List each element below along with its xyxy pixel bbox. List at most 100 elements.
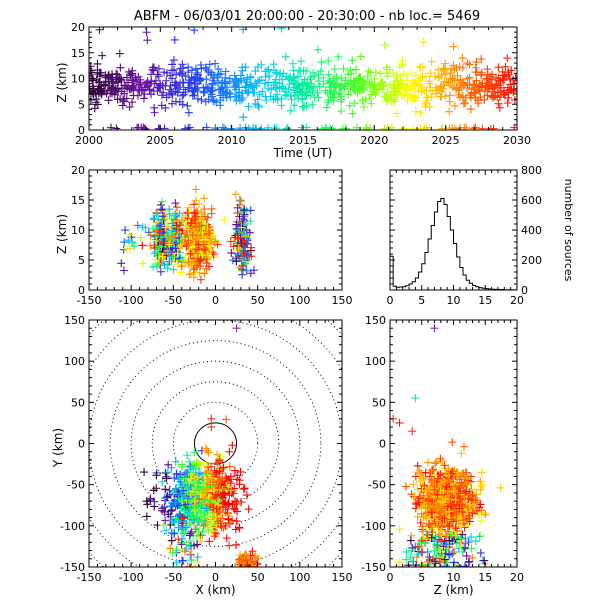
time-height-source xyxy=(387,123,396,130)
x-height-source xyxy=(165,210,174,219)
time-height-points xyxy=(89,27,517,130)
x-height-xtick-label: 150 xyxy=(332,294,353,307)
time-height-source xyxy=(154,72,163,81)
time-height-source xyxy=(424,93,433,102)
time-height-source xyxy=(116,63,125,72)
time-height-source xyxy=(178,60,187,69)
x-height-source xyxy=(125,230,134,239)
time-height-source xyxy=(233,77,242,86)
time-height-source xyxy=(496,87,505,96)
x-height-source xyxy=(227,248,236,257)
time-height-source xyxy=(465,60,474,69)
time-height-source xyxy=(430,72,439,81)
height-y-source xyxy=(413,550,422,559)
time-height-source xyxy=(221,78,230,87)
time-height-source xyxy=(315,82,324,91)
x-height-source xyxy=(180,255,189,264)
time-height-source xyxy=(203,84,212,93)
time-height-source xyxy=(251,99,260,108)
height-y-source xyxy=(423,547,432,556)
height-y-source xyxy=(416,518,425,527)
height-y-source xyxy=(436,508,445,517)
time-height-source xyxy=(161,103,170,112)
time-height-source xyxy=(339,64,348,73)
height-y-source xyxy=(436,470,445,479)
height-y-ytick-label: 100 xyxy=(365,355,386,368)
time-height-source xyxy=(331,88,340,97)
plan-view-source xyxy=(218,503,227,512)
x-height-source xyxy=(246,206,255,215)
x-height-source xyxy=(157,220,166,229)
x-height-source xyxy=(133,221,142,230)
x-height-source xyxy=(189,265,198,274)
time-height-source xyxy=(150,103,159,112)
height-y-source xyxy=(446,469,455,478)
height-y-source xyxy=(437,526,446,535)
time-height-source xyxy=(142,28,151,37)
time-height-source xyxy=(324,95,333,104)
plan-view-source xyxy=(174,500,183,509)
x-height-source xyxy=(226,237,235,246)
height-y-source xyxy=(463,480,472,489)
x-height-source xyxy=(151,230,160,239)
plan-view-source xyxy=(193,540,202,549)
time-height-source xyxy=(271,68,280,77)
figure-title: ABFM - 06/03/01 20:00:00 - 20:30:00 - nb… xyxy=(134,9,480,24)
x-height-source xyxy=(148,224,157,233)
height-y-source xyxy=(443,487,452,496)
time-height-source xyxy=(448,74,457,83)
time-height-xtick-label: 2015 xyxy=(289,134,317,147)
time-height-source xyxy=(181,72,190,81)
time-height-source xyxy=(471,68,480,77)
time-height-source xyxy=(214,70,223,79)
x-height-source xyxy=(234,233,243,242)
time-height-source xyxy=(378,77,387,86)
time-height-source xyxy=(211,59,220,68)
time-height-source xyxy=(221,89,230,98)
plan-view-source xyxy=(240,484,249,493)
time-height-source xyxy=(132,77,141,86)
plan-view-source xyxy=(204,463,213,472)
x-height-source xyxy=(152,255,161,264)
x-height-source xyxy=(167,226,176,235)
height-y-source xyxy=(432,540,441,549)
time-height-source xyxy=(124,67,133,76)
time-height-source xyxy=(472,58,481,67)
height-y-source xyxy=(410,491,419,500)
plan-view-source xyxy=(252,559,261,567)
time-height-source xyxy=(153,70,162,79)
time-height-source xyxy=(184,108,193,117)
height-y-source xyxy=(436,531,445,540)
height-y-source xyxy=(476,485,485,494)
plan-view-source xyxy=(206,503,215,512)
time-height-source xyxy=(379,82,388,91)
time-height-source xyxy=(365,80,374,89)
time-height-source xyxy=(329,96,338,105)
height-y-source xyxy=(395,558,404,567)
time-height-source xyxy=(324,98,333,107)
plan-view-source xyxy=(211,521,220,530)
x-height-ytick-label: 10 xyxy=(71,224,85,237)
time-height-source xyxy=(422,98,431,107)
plan-view-source xyxy=(221,498,230,507)
time-height-source xyxy=(445,124,454,130)
time-height-source xyxy=(370,74,379,83)
plan-view-source xyxy=(231,525,240,534)
x-height-source xyxy=(213,240,222,249)
time-height-source xyxy=(214,65,223,74)
plan-view-source xyxy=(187,495,196,504)
height-y-source xyxy=(469,504,478,513)
time-height-source xyxy=(472,76,481,85)
x-height-source xyxy=(130,242,139,251)
x-height-xtick-label: 0 xyxy=(212,294,219,307)
time-height-source xyxy=(242,86,251,95)
time-height-source xyxy=(507,66,516,75)
plan-view-source xyxy=(180,528,189,537)
time-height-source xyxy=(273,95,282,104)
plan-view-source xyxy=(211,511,220,520)
time-height-source xyxy=(179,90,188,99)
time-height-source xyxy=(173,88,182,97)
time-height-source xyxy=(437,92,446,101)
time-height-source xyxy=(241,83,250,92)
time-height-source xyxy=(190,91,199,100)
